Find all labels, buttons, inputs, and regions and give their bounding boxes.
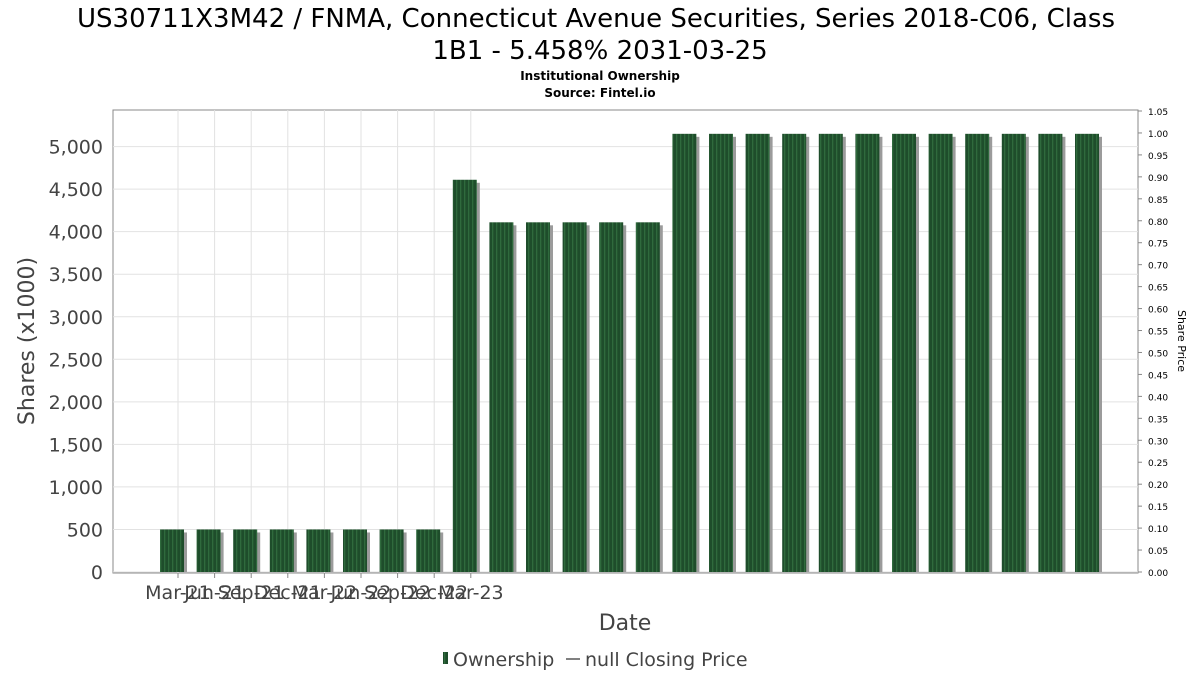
y-tick-label: 3,500 — [49, 264, 103, 286]
chart-title-line-1: US30711X3M42 / FNMA, Connecticut Avenue … — [77, 4, 1115, 34]
x-axis-label: Date — [599, 611, 652, 636]
x-tick-label: Mar-22 — [292, 582, 358, 604]
y2-tick-label: 0.30 — [1148, 437, 1168, 447]
ownership-bar — [928, 133, 953, 572]
y2-tick-label: 1.00 — [1148, 130, 1168, 140]
chart-subtitle: Institutional Ownership — [520, 69, 680, 83]
y2-tick-label: 0.50 — [1148, 349, 1168, 359]
ownership-bar — [1001, 133, 1026, 572]
ownership-bar — [489, 222, 514, 572]
ownership-bar — [562, 222, 587, 572]
ownership-bar — [965, 133, 990, 572]
ownership-bar — [709, 133, 733, 572]
x-tick-label: Sep-21 — [218, 582, 285, 604]
ownership-bar — [196, 529, 221, 572]
y2-tick-label: 0.75 — [1148, 240, 1168, 250]
ownership-bar — [452, 179, 477, 573]
y2-tick-label: 0.00 — [1148, 569, 1168, 579]
ownership-bar — [160, 529, 184, 572]
y-tick-label: 1,500 — [49, 434, 103, 456]
y2-tick-label: 0.35 — [1148, 415, 1168, 425]
ownership-bar — [526, 222, 550, 572]
y2-tick-label: 0.80 — [1148, 218, 1168, 228]
y-tick-label: 500 — [67, 519, 103, 541]
y-axis-ticks: 0 500 1,000 1,500 2,000 2,500 3,000 3,500 4,000 4… — [49, 137, 103, 584]
x-tick-label: Dec-21 — [254, 582, 322, 604]
y-tick-label: 1,000 — [49, 477, 103, 499]
ownership-bar — [892, 133, 916, 572]
chart-source: Source: Fintel.io — [544, 86, 655, 100]
y2-tick-label: 0.65 — [1148, 284, 1168, 294]
legend: Ownership null Closing Price — [443, 649, 748, 671]
y2-tick-label: 0.20 — [1148, 481, 1168, 491]
y-tick-label: 0 — [91, 562, 103, 584]
x-tick-label: Mar-21 — [145, 582, 211, 604]
y2-tick-label: 0.40 — [1148, 393, 1168, 403]
y2-tick-label: 0.05 — [1148, 547, 1168, 557]
ownership-bar — [1075, 133, 1099, 572]
y-axis-label: Shares (x1000) — [15, 257, 40, 425]
y-tick-label: 2,000 — [49, 392, 103, 414]
legend-ownership-label: Ownership — [453, 649, 554, 671]
y2-tick-label: 0.55 — [1148, 328, 1168, 338]
y2-axis-ticks: 0.00 0.05 0.10 0.15 0.20 0.25 0.30 0.35 0.40 0.45… — [1138, 108, 1168, 579]
y2-tick-label: 0.85 — [1148, 196, 1168, 206]
y2-tick-label: 0.25 — [1148, 459, 1168, 469]
y2-tick-label: 0.90 — [1148, 174, 1168, 184]
ownership-bar — [233, 529, 258, 572]
bars-group — [160, 133, 1102, 573]
ownership-bar — [343, 529, 367, 572]
y-tick-label: 5,000 — [49, 137, 103, 159]
chart-title-line-2: 1B1 - 5.458% 2031-03-25 — [432, 36, 767, 66]
ownership-bar — [855, 133, 880, 572]
y2-tick-label: 0.70 — [1148, 262, 1168, 272]
ownership-bar — [782, 133, 807, 572]
ownership-bar — [306, 529, 331, 572]
ownership-bar — [379, 529, 404, 572]
y-tick-label: 4,500 — [49, 179, 103, 201]
ownership-bar — [599, 222, 624, 572]
ownership-bar — [269, 529, 294, 572]
x-tick-label: Dec-22 — [400, 582, 468, 604]
x-tick-label: Jun-21 — [183, 582, 245, 604]
y-tick-label: 3,000 — [49, 307, 103, 329]
x-tick-label: Mar-23 — [438, 582, 504, 604]
y-tick-label: 2,500 — [49, 349, 103, 371]
ownership-bar — [1038, 133, 1063, 572]
y2-axis-label: Share Price — [1175, 310, 1188, 372]
y2-tick-label: 1.05 — [1148, 108, 1168, 118]
ownership-bar — [745, 133, 770, 572]
y2-tick-label: 0.60 — [1148, 306, 1168, 316]
y-tick-label: 4,000 — [49, 222, 103, 244]
ownership-bar — [635, 222, 660, 572]
ownership-bar — [416, 529, 441, 572]
legend-closing-price-label: null Closing Price — [585, 649, 748, 671]
legend-ownership-swatch — [443, 652, 448, 664]
x-tick-label: Sep-22 — [364, 582, 431, 604]
y2-tick-label: 0.95 — [1148, 152, 1168, 162]
y2-tick-label: 0.45 — [1148, 371, 1168, 381]
y2-tick-label: 0.15 — [1148, 503, 1168, 513]
x-tick-label: Jun-22 — [330, 582, 392, 604]
ownership-bar — [818, 133, 843, 572]
y2-tick-label: 0.10 — [1148, 525, 1168, 535]
x-axis-ticks: Mar-21Jun-21Sep-21Dec-21Mar-22Jun-22Sep-… — [145, 573, 504, 604]
ownership-bar — [672, 133, 697, 572]
